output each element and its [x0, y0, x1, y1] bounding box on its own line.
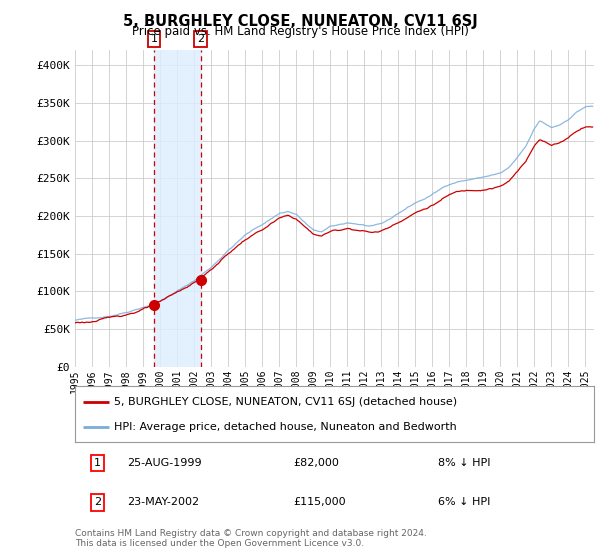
Text: 2: 2 [197, 34, 205, 44]
Text: This data is licensed under the Open Government Licence v3.0.: This data is licensed under the Open Gov… [75, 539, 364, 548]
Text: Price paid vs. HM Land Registry's House Price Index (HPI): Price paid vs. HM Land Registry's House … [131, 25, 469, 38]
Text: £82,000: £82,000 [293, 458, 339, 468]
Text: 5, BURGHLEY CLOSE, NUNEATON, CV11 6SJ: 5, BURGHLEY CLOSE, NUNEATON, CV11 6SJ [122, 14, 478, 29]
Text: HPI: Average price, detached house, Nuneaton and Bedworth: HPI: Average price, detached house, Nune… [114, 422, 457, 432]
Text: 23-MAY-2002: 23-MAY-2002 [127, 497, 199, 507]
Text: 1: 1 [151, 34, 158, 44]
Text: 1: 1 [94, 458, 101, 468]
Text: 25-AUG-1999: 25-AUG-1999 [127, 458, 202, 468]
Text: 2: 2 [94, 497, 101, 507]
Text: 6% ↓ HPI: 6% ↓ HPI [438, 497, 491, 507]
Text: 5, BURGHLEY CLOSE, NUNEATON, CV11 6SJ (detached house): 5, BURGHLEY CLOSE, NUNEATON, CV11 6SJ (d… [114, 397, 457, 407]
Bar [154, 50, 201, 367]
Text: £115,000: £115,000 [293, 497, 346, 507]
Text: 8% ↓ HPI: 8% ↓ HPI [438, 458, 491, 468]
Text: Contains HM Land Registry data © Crown copyright and database right 2024.: Contains HM Land Registry data © Crown c… [75, 529, 427, 538]
